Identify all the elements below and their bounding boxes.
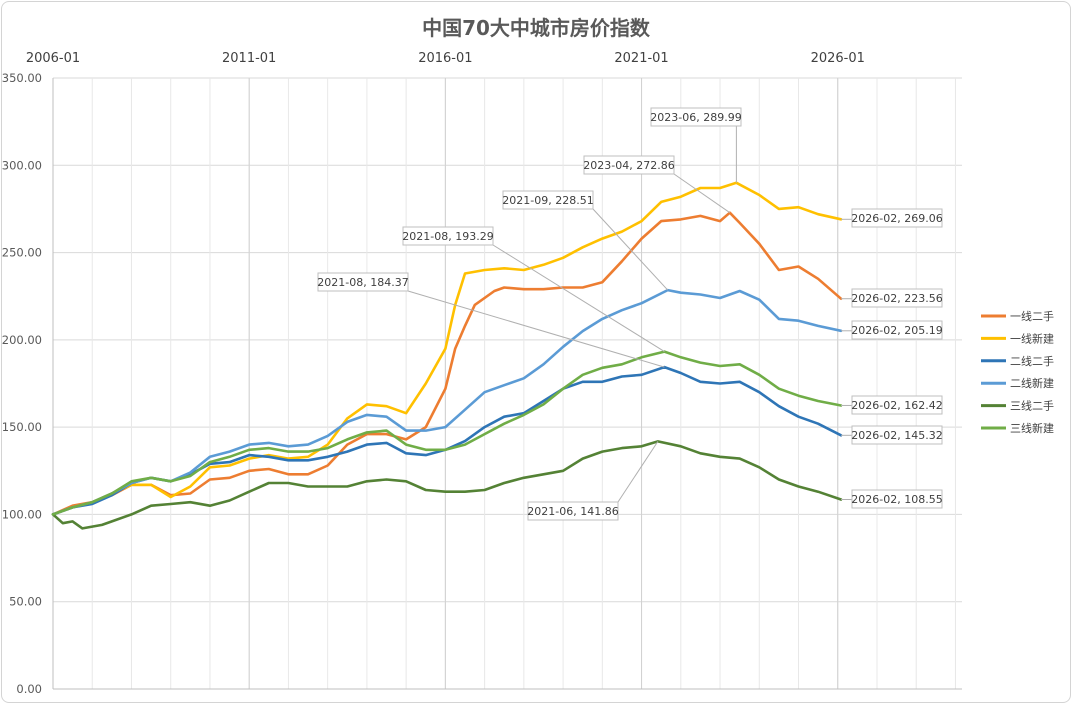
x-tick-label: 2021-01 bbox=[614, 51, 668, 66]
chart-title: 中国70大中城市房价指数 bbox=[422, 16, 650, 40]
y-tick-label: 250.00 bbox=[2, 246, 42, 260]
legend-label: 三线新建 bbox=[1010, 421, 1054, 435]
annotation-label: 2021-09, 228.51 bbox=[502, 194, 593, 207]
annotation-leader bbox=[673, 173, 731, 214]
y-tick-label: 350.00 bbox=[2, 71, 42, 85]
series-line bbox=[51, 181, 843, 516]
legend-label: 二线二手 bbox=[1010, 354, 1054, 368]
legend-label: 三线二手 bbox=[1010, 399, 1054, 413]
annotation-box bbox=[851, 208, 943, 228]
annotation-leader bbox=[617, 441, 659, 503]
legend-label: 二线新建 bbox=[1010, 376, 1054, 390]
y-tick-label: 150.00 bbox=[2, 420, 42, 434]
series-line bbox=[51, 440, 843, 530]
annotation-label: 2026-02, 223.56 bbox=[851, 292, 942, 305]
annotation-leader bbox=[407, 290, 665, 368]
series-line bbox=[51, 288, 843, 516]
annotation-label: 2023-04, 272.86 bbox=[583, 159, 674, 172]
annotation-layer: 2023-06, 289.99 2023-04, 272.86 2021-09, 2… bbox=[317, 107, 943, 521]
annotation-box bbox=[583, 155, 675, 175]
x-tick-label: 2011-01 bbox=[222, 51, 276, 66]
annotation-label: 2026-02, 205.19 bbox=[851, 324, 942, 337]
x-tick-label: 2016-01 bbox=[418, 51, 472, 66]
axes: 0.00 50.00 100.00 150.00 200.00 250.00 300.00 3… bbox=[2, 51, 962, 696]
x-tick-label: 2026-01 bbox=[811, 51, 865, 66]
annotation-label: 2026-02, 162.42 bbox=[851, 399, 942, 412]
annotation-box bbox=[650, 107, 742, 127]
series-layer bbox=[51, 181, 843, 530]
annotation-label: 2021-06, 141.86 bbox=[527, 505, 618, 518]
annotation-label: 2021-08, 184.37 bbox=[317, 276, 408, 289]
annotation-box bbox=[851, 320, 943, 340]
annotation-leader bbox=[592, 208, 669, 291]
annotation-label: 2026-02, 269.06 bbox=[851, 212, 942, 225]
annotation-label: 2023-06, 289.99 bbox=[650, 111, 741, 124]
annotation-box bbox=[317, 272, 409, 292]
annotation-label: 2026-02, 108.55 bbox=[851, 493, 942, 506]
x-tick-label: 2006-01 bbox=[26, 51, 80, 66]
y-tick-label: 100.00 bbox=[2, 507, 42, 521]
y-tick-label: 200.00 bbox=[2, 333, 42, 347]
legend-label: 一线新建 bbox=[1010, 331, 1054, 345]
annotation-box bbox=[402, 226, 494, 246]
annotation-label: 2026-02, 145.32 bbox=[851, 429, 942, 442]
legend-label: 一线二手 bbox=[1010, 309, 1054, 323]
annotation-box bbox=[851, 489, 943, 509]
y-tick-label: 50.00 bbox=[9, 595, 42, 609]
annotation-box bbox=[527, 501, 619, 521]
annotation-box bbox=[851, 425, 943, 445]
y-tick-label: 0.00 bbox=[16, 682, 42, 696]
series-line bbox=[51, 211, 843, 516]
annotation-box bbox=[851, 395, 943, 415]
annotation-label: 2021-08, 193.29 bbox=[402, 230, 493, 243]
annotation-box bbox=[502, 190, 594, 210]
y-tick-label: 300.00 bbox=[2, 158, 42, 172]
grid bbox=[52, 77, 962, 690]
annotation-leader bbox=[492, 244, 665, 352]
series-line bbox=[51, 350, 843, 516]
annotation-box bbox=[851, 288, 943, 308]
